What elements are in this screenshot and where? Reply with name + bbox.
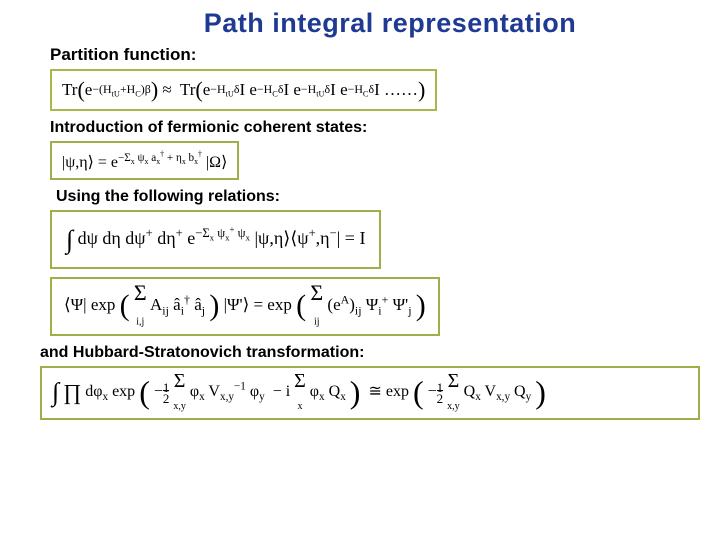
page-title: Path integral representation xyxy=(0,0,720,45)
section-relations: Using the following relations: ∫ dψ dη d… xyxy=(0,188,720,335)
section-hubbard-stratonovich: and Hubbard-Stratonovich transformation:… xyxy=(0,344,720,420)
equation-hubbard-stratonovich: ∫ ∏ dφx exp ( −12 Σx,y φx Vx,y−1 φy − i … xyxy=(52,383,546,400)
eqbox-partition-function: Tr(e−(HtU+HC)β) ≈ Tr(e−HtUδ I e−HCδ I e−… xyxy=(50,69,437,111)
label-partition-function: Partition function: xyxy=(50,45,670,65)
eqbox-coherent-states: |ψ,η⟩ = e−Σx ψx ax† + ηx bx† |Ω⟩ xyxy=(50,141,239,180)
eqbox-relation-a: ∫ dψ dη dψ+ dη+ e−Σx ψx+ ψx |ψ,η⟩⟨ψ+,η−|… xyxy=(50,210,381,269)
section-coherent-states: Introduction of fermionic coherent state… xyxy=(0,119,720,180)
label-hubbard-stratonovich: and Hubbard-Stratonovich transformation: xyxy=(40,344,680,362)
equation-coherent-states: |ψ,η⟩ = e−Σx ψx ax† + ηx bx† |Ω⟩ xyxy=(62,154,227,171)
label-relations: Using the following relations: xyxy=(50,188,670,206)
equation-relation-b: ⟨Ψ| exp ( Σi,j Aij âi† âj ) |Ψ'⟩ = exp (… xyxy=(64,295,426,314)
eqbox-hubbard-stratonovich: ∫ ∏ dφx exp ( −12 Σx,y φx Vx,y−1 φy − i … xyxy=(40,366,700,420)
label-coherent-states: Introduction of fermionic coherent state… xyxy=(50,119,670,137)
section-partition-function: Partition function: Tr(e−(HtU+HC)β) ≈ Tr… xyxy=(0,45,720,111)
eqbox-relation-b: ⟨Ψ| exp ( Σi,j Aij âi† âj ) |Ψ'⟩ = exp (… xyxy=(50,277,440,335)
equation-relation-a: ∫ dψ dη dψ+ dη+ e−Σx ψx+ ψx |ψ,η⟩⟨ψ+,η−|… xyxy=(66,228,365,248)
equation-partition-function: Tr(e−(HtU+HC)β) ≈ Tr(e−HtUδ I e−HCδ I e−… xyxy=(62,77,425,103)
